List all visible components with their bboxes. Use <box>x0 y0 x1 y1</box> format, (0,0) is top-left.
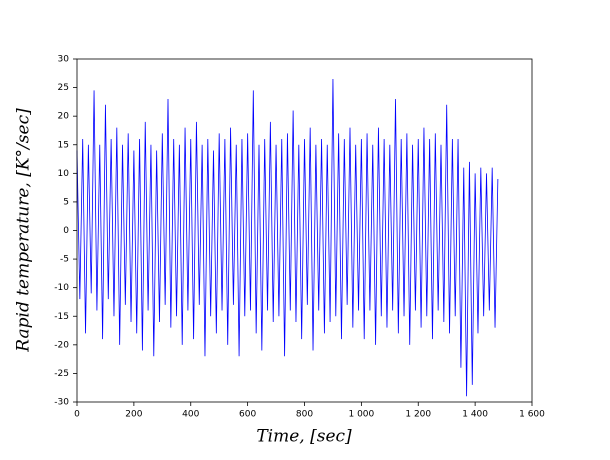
y-tick-label: 20 <box>58 112 70 122</box>
y-tick-label: 0 <box>63 226 69 236</box>
x-tick-label: 1 200 <box>405 410 431 420</box>
y-tick-label: -5 <box>60 255 69 265</box>
x-tick-label: 400 <box>182 410 199 420</box>
x-tick-label: 800 <box>296 410 313 420</box>
y-tick-label: -30 <box>54 398 69 408</box>
plot-frame <box>76 58 533 403</box>
y-tick-label: -25 <box>54 369 69 379</box>
y-tick-label: 15 <box>58 140 69 150</box>
y-tick-label: -15 <box>54 312 69 322</box>
data-line <box>76 79 499 397</box>
x-tick-label: 0 <box>74 410 80 420</box>
x-tick-label: 1 600 <box>519 410 545 420</box>
y-tick-label: 30 <box>58 55 70 65</box>
y-tick-label: 5 <box>63 197 69 207</box>
x-tick-label: 200 <box>125 410 142 420</box>
x-tick-label: 1 000 <box>348 410 374 420</box>
y-axis-label: Rapid temperature, [K°/sec] <box>14 108 34 353</box>
x-axis-label: Time, [sec] <box>256 427 352 447</box>
y-tick-label: 10 <box>58 169 70 179</box>
y-tick-label: -10 <box>54 283 69 293</box>
y-tick-label: 25 <box>58 83 69 93</box>
y-tick-label: -20 <box>54 340 69 350</box>
x-tick-label: 600 <box>239 410 256 420</box>
x-tick-label: 1 400 <box>462 410 488 420</box>
